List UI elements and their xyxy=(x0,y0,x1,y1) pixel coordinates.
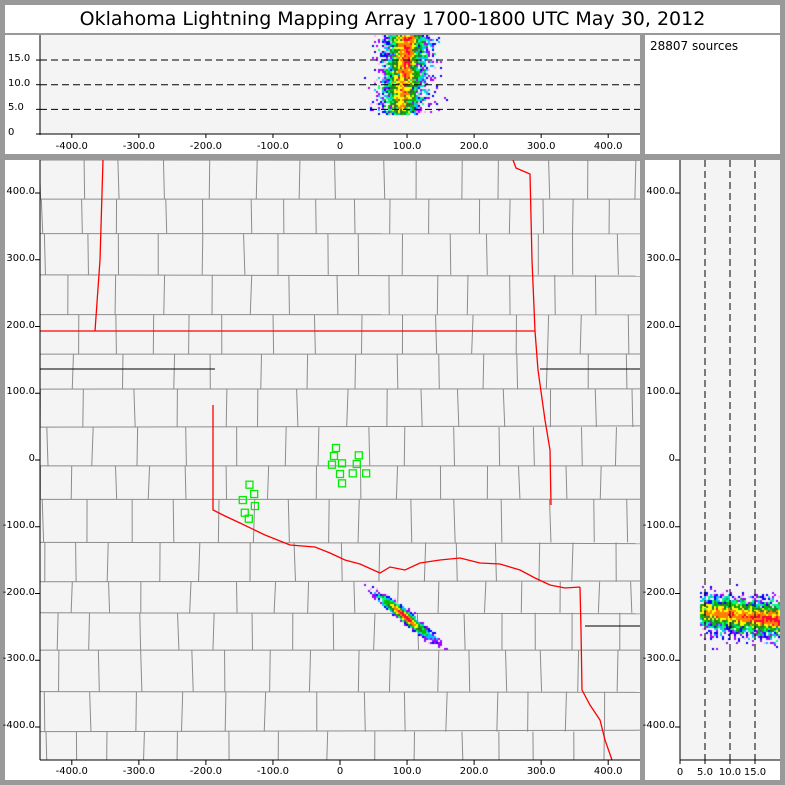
lma-station-marker xyxy=(335,469,345,479)
x-tick-label: 200.0 xyxy=(459,766,489,777)
lma-stations xyxy=(238,443,371,523)
x-tick-label: 10.0 xyxy=(718,767,742,778)
altitude-x-panel xyxy=(5,35,640,154)
lma-station-marker xyxy=(238,495,247,505)
y-tick-label: 200.0 xyxy=(6,319,35,331)
x-tick-label: 0 xyxy=(676,767,684,778)
altitude-y-density xyxy=(680,160,780,760)
x-tick-label: 200.0 xyxy=(459,141,489,152)
plan-view-panel xyxy=(5,160,640,780)
lma-station-marker xyxy=(245,480,254,489)
x-tick-label: 300.0 xyxy=(526,766,556,777)
y-tick-label: 300.0 xyxy=(6,252,35,264)
x-tick-label: 100.0 xyxy=(392,766,422,777)
y-tick-label: -100.0 xyxy=(642,519,675,531)
source-count-panel: 28807 sources xyxy=(645,35,780,154)
lma-station-marker xyxy=(352,459,361,469)
x-tick-label: 5.0 xyxy=(697,767,713,778)
y-tick-label: 0 xyxy=(668,453,675,464)
y-tick-label: 0 xyxy=(8,127,15,138)
altitude-y-plot xyxy=(680,160,780,760)
y-tick-label: -200.0 xyxy=(642,586,675,598)
x-tick-label: 300.0 xyxy=(526,141,556,152)
y-tick-label: 100.0 xyxy=(646,386,675,398)
x-tick-label: -200.0 xyxy=(189,766,223,777)
y-tick-label: 100.0 xyxy=(6,386,35,398)
plan-view-map xyxy=(40,160,640,760)
y-tick-label: 15.0 xyxy=(8,53,31,65)
x-tick-label: 0 xyxy=(336,766,344,777)
y-tick-label: 0 xyxy=(28,453,35,464)
y-tick-label: -300.0 xyxy=(2,653,35,665)
y-tick-label: 400.0 xyxy=(646,186,675,197)
x-tick-label: 100.0 xyxy=(392,141,422,152)
y-tick-label: -400.0 xyxy=(2,720,35,731)
y-tick-label: 200.0 xyxy=(646,319,675,331)
altitude-y-panel xyxy=(645,160,780,780)
lma-station-marker xyxy=(354,451,363,460)
source-count: 28807 sources xyxy=(650,39,739,53)
x-tick-label: -100.0 xyxy=(256,141,290,152)
lma-station-marker xyxy=(361,469,371,478)
y-tick-label: 5.0 xyxy=(8,102,24,114)
y-tick-label: -400.0 xyxy=(642,720,675,731)
lma-station-marker xyxy=(337,459,347,468)
altitude-x-axes xyxy=(36,35,640,138)
lma-station-marker xyxy=(244,514,253,523)
x-tick-label: 400.0 xyxy=(593,141,623,152)
x-tick-label: -400.0 xyxy=(55,766,88,777)
x-tick-label: 0 xyxy=(336,141,344,152)
lma-station-marker xyxy=(348,469,357,478)
lma-station-marker xyxy=(327,460,337,469)
x-tick-label: -300.0 xyxy=(122,141,155,152)
x-tick-label: 15.0 xyxy=(743,767,767,778)
y-tick-label: -300.0 xyxy=(642,653,675,665)
lma-station-marker xyxy=(329,451,339,461)
figure-title: Oklahoma Lightning Mapping Array 1700-18… xyxy=(5,5,780,33)
x-tick-label: -400.0 xyxy=(55,141,88,152)
lma-station-marker xyxy=(337,479,347,488)
y-tick-label: -100.0 xyxy=(2,519,35,531)
x-tick-label: -300.0 xyxy=(122,766,155,777)
x-tick-label: 400.0 xyxy=(593,766,623,777)
x-tick-label: -100.0 xyxy=(256,766,290,777)
y-tick-label: 300.0 xyxy=(646,252,675,264)
y-tick-label: -200.0 xyxy=(2,586,35,598)
lma-station-marker xyxy=(250,501,259,511)
y-tick-label: 10.0 xyxy=(8,77,31,89)
lma-station-marker xyxy=(250,489,259,499)
x-tick-label: -200.0 xyxy=(189,141,223,152)
lma-station-marker xyxy=(331,443,341,453)
y-tick-label: 400.0 xyxy=(6,186,35,197)
